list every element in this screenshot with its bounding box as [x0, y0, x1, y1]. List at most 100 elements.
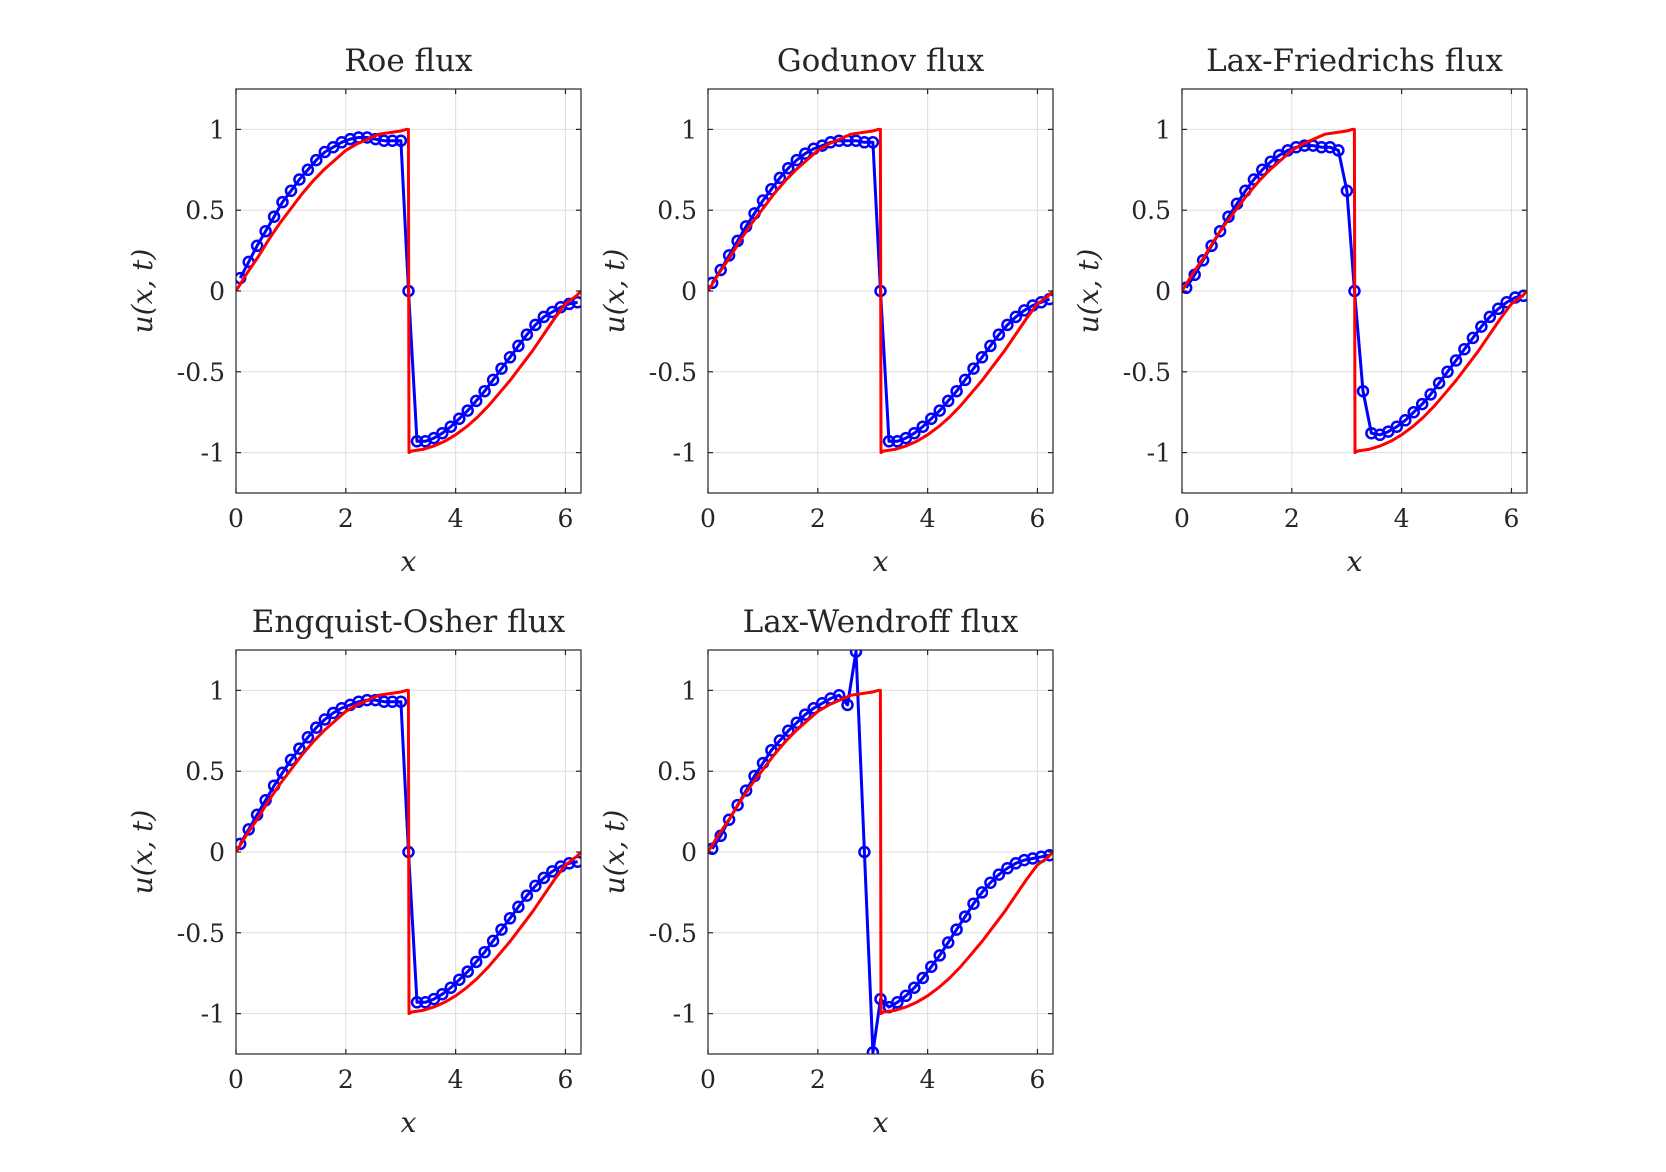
y-axis-label: u(x, t) [598, 810, 631, 895]
y-tick-label: 1 [209, 115, 225, 144]
y-tick-label: 0 [209, 838, 225, 867]
y-tick-label: 0.5 [185, 757, 225, 786]
y-tick-label: 0.5 [185, 196, 225, 225]
numerical-solution-point [1441, 365, 1454, 379]
numerical-solution-point [866, 136, 880, 149]
series-group [708, 650, 1053, 1054]
y-tick-label: -1 [673, 439, 697, 468]
numerical-solution-point [992, 328, 1006, 341]
exact-solution-line [236, 688, 581, 1016]
numerical-solution-point [1466, 331, 1480, 345]
y-tick-label: 1 [681, 115, 697, 144]
numerical-solution-point [436, 987, 449, 1001]
numerical-solution-point [360, 693, 374, 707]
x-tick-label: 6 [557, 504, 573, 533]
numerical-solution-point [461, 965, 474, 978]
numerical-solution-point [478, 945, 491, 959]
x-tick-label: 2 [810, 504, 826, 533]
numerical-solution-point [941, 936, 955, 949]
numerical-solution-point [1449, 354, 1463, 367]
y-tick-label: 1 [1155, 115, 1171, 144]
numerical-solution-point [908, 981, 921, 994]
numerical-solution-point [1424, 388, 1437, 401]
numerical-solution-point [958, 910, 972, 923]
numerical-solution-point [1018, 853, 1031, 867]
y-tick-label: -0.5 [177, 358, 225, 387]
numerical-solution-point [453, 973, 466, 986]
numerical-solution-point [284, 753, 298, 767]
y-tick-label: 0 [681, 838, 697, 867]
numerical-solution-point [1001, 318, 1014, 332]
series-group [236, 127, 581, 455]
numerical-solution-point [941, 394, 955, 408]
x-tick-label: 4 [920, 1065, 936, 1094]
numerical-solution-point [967, 897, 980, 910]
x-tick-label: 2 [810, 1065, 826, 1094]
numerical-solution-point [1256, 163, 1269, 177]
numerical-solution-point [1289, 140, 1303, 154]
numerical-solution-point [899, 989, 913, 1003]
numerical-solution-point [891, 996, 904, 1009]
y-tick-label: -0.5 [1123, 358, 1171, 387]
numerical-solution-point [394, 695, 408, 708]
numerical-solution-point [714, 263, 727, 277]
numerical-solution-point [708, 276, 719, 290]
x-tick-label: 2 [338, 504, 354, 533]
numerical-solution-point [992, 868, 1006, 881]
x-tick-label: 6 [1503, 504, 1519, 533]
numerical-solution-point [858, 136, 871, 149]
numerical-solution-point [242, 823, 255, 836]
numerical-solution-point [1458, 342, 1471, 356]
y-tick-label: -0.5 [177, 919, 225, 948]
subplot-5: 0 2 4 6 -1 -0.5 0 0.5 1 Lax-Wendroff flux x u(x, t) [598, 604, 1054, 1139]
numerical-solution-point [436, 426, 449, 440]
numerical-solution-point [267, 210, 281, 223]
numerical-solution-point [1340, 184, 1354, 198]
x-axis-label: x [1347, 545, 1363, 578]
y-tick-label: 0.5 [657, 196, 697, 225]
x-tick-label: 6 [557, 1065, 573, 1094]
numerical-solution-point [293, 173, 306, 186]
numerical-solution-point [916, 971, 930, 985]
numerical-solution-point [849, 134, 863, 147]
numerical-solution-point [1432, 376, 1446, 390]
exact-solution-line [1182, 127, 1527, 455]
y-tick-label: -1 [201, 1000, 225, 1029]
subplot-title: Lax-Friedrichs flux [1206, 43, 1503, 79]
numerical-solution-point [301, 163, 315, 177]
x-axis-label: x [873, 1106, 889, 1139]
exact-solution-line [236, 127, 581, 455]
numerical-solution-point [916, 420, 930, 433]
numerical-solution-point [950, 923, 963, 936]
numerical-solution-point [1315, 140, 1328, 154]
y-tick-label: -0.5 [649, 358, 697, 387]
numerical-solution-point [495, 923, 508, 936]
subplot-title: Roe flux [344, 43, 473, 79]
x-axis-label: x [873, 545, 889, 578]
numerical-solution-point [250, 239, 264, 253]
numerical-solution-point [293, 742, 306, 755]
x-axis-label: x [401, 1106, 417, 1139]
numerical-solution-point [925, 960, 938, 973]
numerical-solution-point [276, 195, 289, 209]
x-tick-label: 4 [920, 504, 936, 533]
numerical-solution-point [1009, 310, 1023, 324]
numerical-solution-point [259, 224, 272, 238]
x-tick-label: 0 [228, 504, 244, 533]
y-tick-label: -1 [201, 439, 225, 468]
numerical-solution-point [236, 837, 247, 851]
y-tick-label: 0.5 [1131, 196, 1171, 225]
y-tick-label: -0.5 [649, 919, 697, 948]
y-tick-label: -1 [673, 1000, 697, 1029]
numerical-solution-point [495, 362, 508, 375]
numerical-solution-point [1205, 239, 1218, 253]
numerical-solution-point [529, 879, 542, 893]
y-axis-label: u(x, t) [126, 810, 159, 895]
y-tick-label: 0 [681, 277, 697, 306]
numerical-solution-point [849, 650, 863, 658]
numerical-solution-point [950, 384, 963, 398]
numerical-solution-point [461, 404, 474, 417]
y-tick-label: -1 [1147, 439, 1171, 468]
subplot-title: Lax-Wendroff flux [743, 604, 1019, 640]
numerical-solution-point [1483, 310, 1497, 324]
